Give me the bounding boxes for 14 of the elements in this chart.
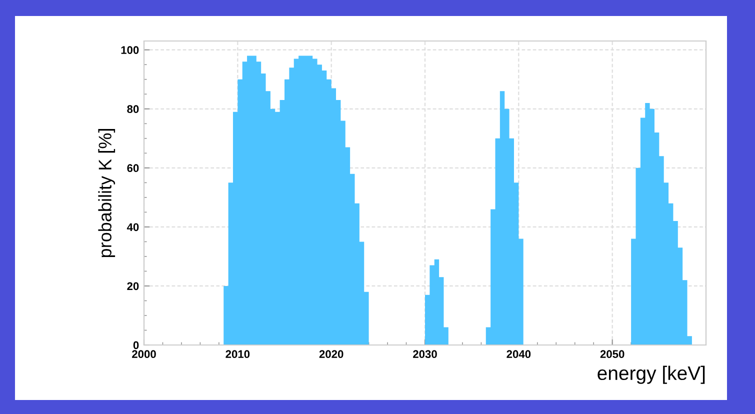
y-tick-label: 60 <box>127 164 139 172</box>
y-axis-title: probability K [%] <box>98 129 116 258</box>
x-tick-label: 2040 <box>506 350 531 358</box>
y-tick-label: 80 <box>127 105 139 114</box>
x-tick-label: 2050 <box>600 350 624 358</box>
x-axis-title: energy [keV] <box>598 366 705 384</box>
y-tick-label: 0 <box>133 341 139 350</box>
x-tick-label: 2020 <box>319 350 344 358</box>
y-tick-label: 40 <box>126 223 139 232</box>
x-tick-label: 2030 <box>413 350 437 358</box>
x-tick-label: 2000 <box>132 350 156 358</box>
y-tick-label: 20 <box>127 282 139 290</box>
x-tick-label: 2010 <box>226 350 250 358</box>
y-tick-label: 100 <box>121 46 139 54</box>
